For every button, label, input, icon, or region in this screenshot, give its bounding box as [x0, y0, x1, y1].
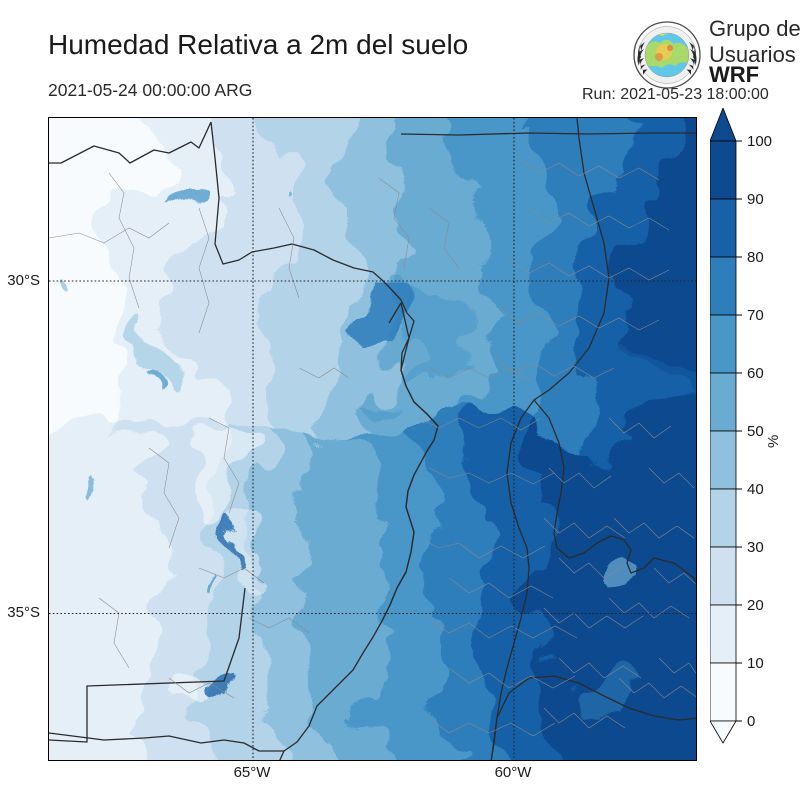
svg-text:20: 20 — [747, 597, 764, 614]
svg-text:40: 40 — [747, 481, 764, 498]
svg-text:50: 50 — [747, 423, 764, 440]
svg-text:100: 100 — [747, 133, 772, 150]
svg-text:%: % — [765, 435, 782, 448]
svg-text:30: 30 — [747, 539, 764, 556]
svg-text:10: 10 — [747, 655, 764, 672]
svg-text:90: 90 — [747, 191, 764, 208]
svg-text:70: 70 — [747, 307, 764, 324]
svg-text:80: 80 — [747, 249, 764, 266]
svg-text:0: 0 — [747, 713, 755, 730]
svg-text:60: 60 — [747, 365, 764, 382]
